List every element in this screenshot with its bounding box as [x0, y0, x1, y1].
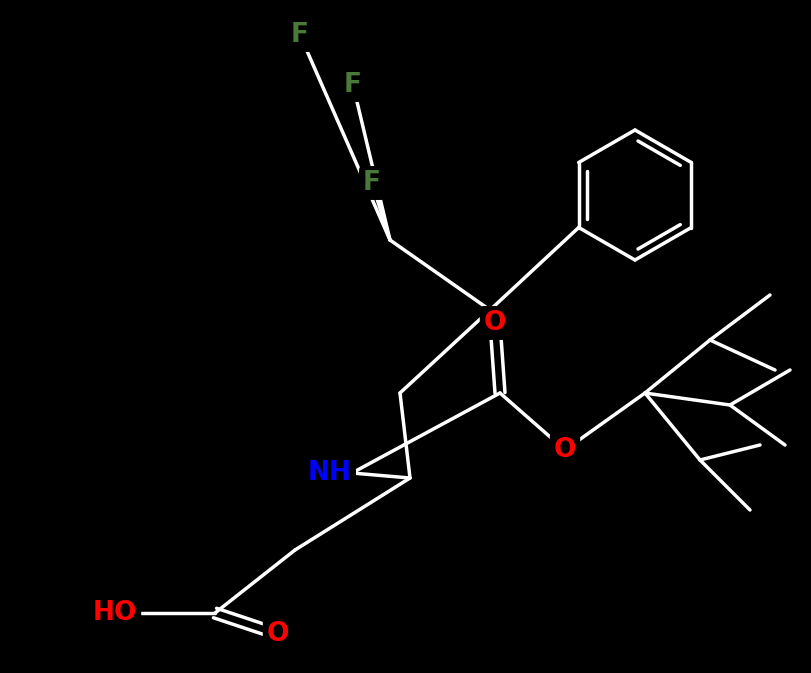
- Text: F: F: [363, 170, 380, 196]
- Text: O: O: [553, 437, 576, 463]
- Text: O: O: [267, 621, 289, 647]
- Text: NH: NH: [307, 460, 351, 486]
- Text: HO: HO: [92, 600, 137, 626]
- Text: F: F: [344, 72, 362, 98]
- Text: O: O: [483, 310, 505, 336]
- Text: F: F: [290, 22, 309, 48]
